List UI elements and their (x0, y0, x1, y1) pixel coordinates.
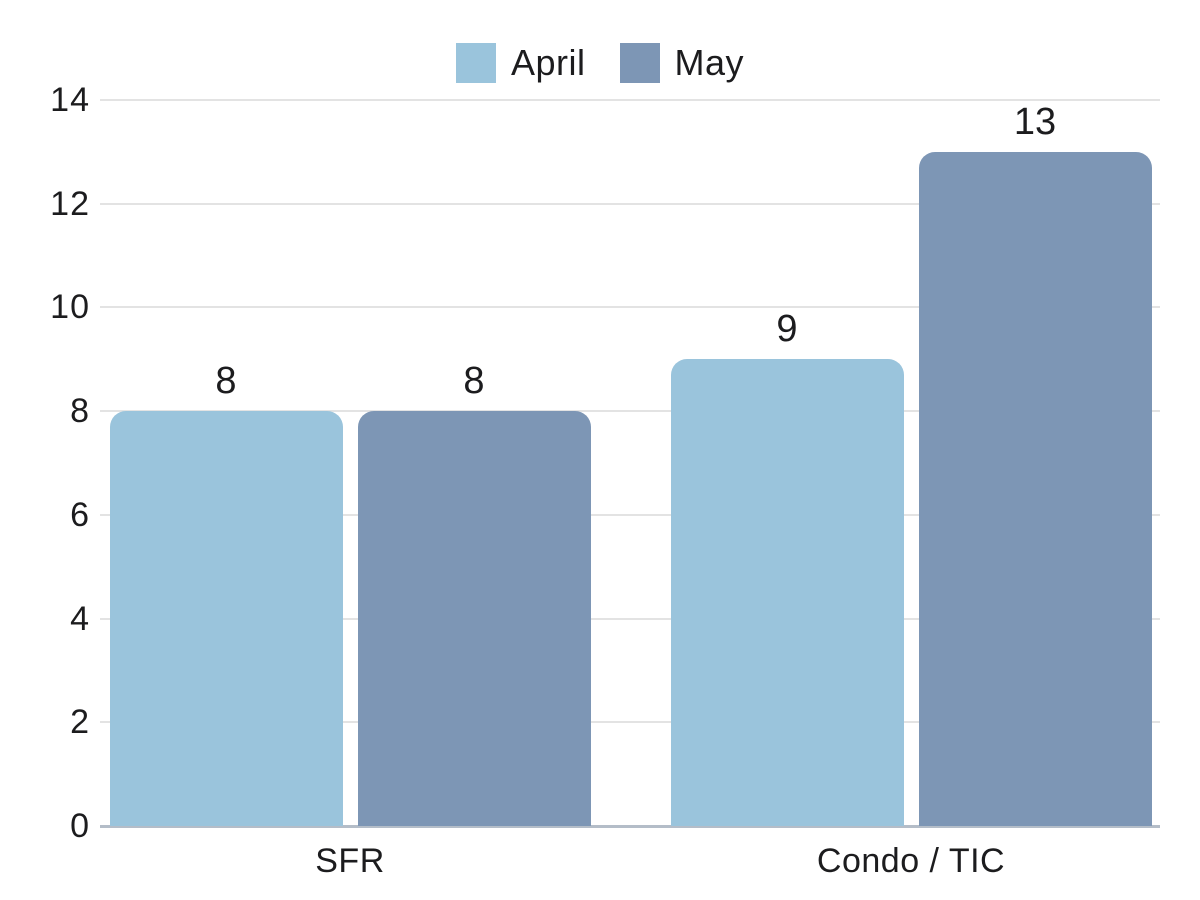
gridline (100, 410, 1160, 413)
gridline (100, 306, 1160, 309)
bar-value-label: 8 (215, 360, 237, 403)
bar-april-sfr (109, 411, 343, 826)
y-axis-tick-label: 2 (70, 703, 90, 742)
legend-item-april: April (455, 42, 586, 83)
y-axis-tick-label: 12 (50, 184, 90, 223)
legend-item-may: May (619, 42, 745, 83)
y-axis-tick-label: 6 (70, 495, 90, 534)
bar-may-sfr (357, 411, 591, 826)
x-axis-category-label: SFR (315, 842, 385, 880)
legend-swatch-april-icon (455, 43, 496, 83)
legend-label: April (510, 42, 586, 83)
y-axis-tick-label: 4 (70, 599, 90, 638)
chart-legend: April May (0, 43, 1200, 83)
bar-value-label: 9 (776, 308, 798, 351)
bar-value-label: 13 (1013, 100, 1057, 143)
y-axis-tick-label: 0 (70, 807, 90, 845)
gridline (100, 513, 1160, 516)
x-axis-category-label: Condo / TIC (816, 842, 1006, 880)
x-axis-line (100, 825, 1160, 828)
bar-value-label: 8 (463, 360, 485, 403)
legend-swatch-may-icon (619, 43, 660, 83)
y-axis-tick-label: 10 (50, 288, 90, 327)
gridline (100, 202, 1160, 205)
bar-may-condo-tic (918, 151, 1152, 826)
gridline (100, 99, 1160, 101)
legend-label: May (674, 42, 745, 83)
bar-april-condo-tic (670, 359, 904, 826)
y-axis-tick-label: 8 (70, 392, 90, 431)
gridline (100, 617, 1160, 620)
gridline (100, 721, 1160, 724)
y-axis-tick-label: 14 (50, 81, 90, 119)
